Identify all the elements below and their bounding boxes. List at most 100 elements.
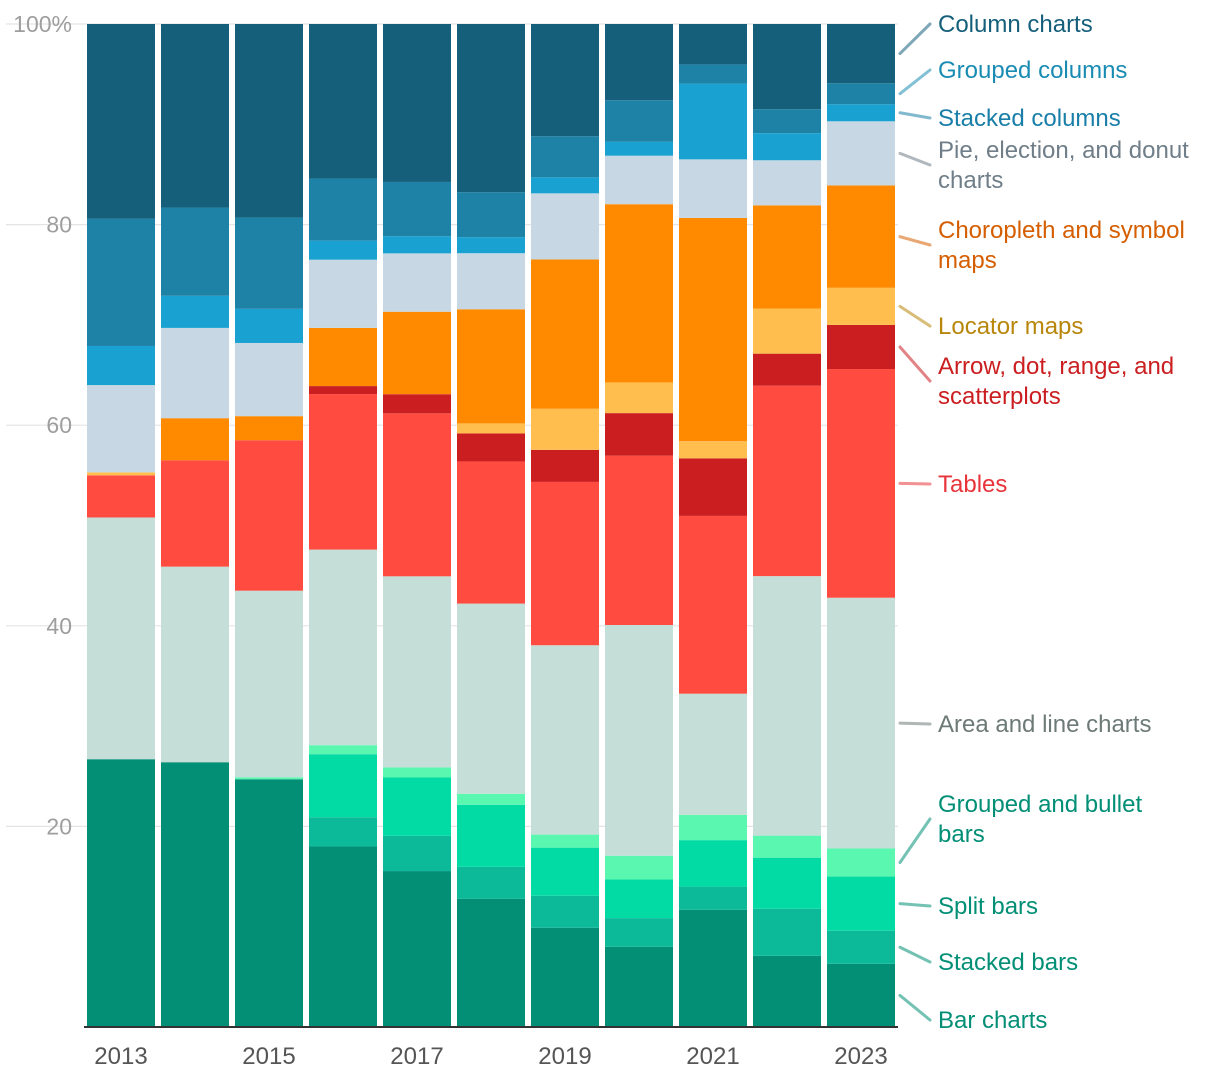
bar-segment bbox=[457, 804, 525, 867]
bar-segment bbox=[383, 236, 451, 254]
legend-leader-line bbox=[898, 902, 932, 908]
legend-label: Tables bbox=[938, 471, 1007, 498]
bar-segment bbox=[679, 24, 747, 65]
bar-segment bbox=[605, 155, 673, 205]
bar-segment bbox=[753, 908, 821, 956]
bar-segment bbox=[309, 745, 377, 755]
bar-segment bbox=[235, 416, 303, 441]
x-tick-label: 2021 bbox=[686, 1043, 739, 1070]
bar-segment bbox=[827, 369, 895, 598]
bar-segment bbox=[161, 762, 229, 1027]
x-tick-label: 2015 bbox=[242, 1043, 295, 1070]
bar-segment bbox=[457, 793, 525, 805]
bar-segment bbox=[531, 177, 599, 194]
bar-segment bbox=[87, 759, 155, 1027]
bar-segment bbox=[605, 100, 673, 142]
bar-segment bbox=[457, 237, 525, 254]
x-tick-label: 2019 bbox=[538, 1043, 591, 1070]
bar-segment bbox=[605, 879, 673, 919]
bar-segment bbox=[531, 259, 599, 409]
bar-segment bbox=[457, 423, 525, 434]
bar-segment bbox=[383, 24, 451, 182]
bar-segment bbox=[457, 309, 525, 424]
bar-segment bbox=[753, 205, 821, 309]
bar-segment bbox=[309, 754, 377, 818]
bar-segment bbox=[827, 83, 895, 105]
bar-segment bbox=[87, 517, 155, 760]
bar-segment bbox=[309, 549, 377, 746]
legend-label: Stacked bars bbox=[938, 949, 1078, 976]
legend-label: Bar charts bbox=[938, 1007, 1047, 1034]
legend-label: Pie, election, and donut bbox=[938, 137, 1189, 164]
bar-segment bbox=[827, 121, 895, 186]
bar-segment bbox=[531, 927, 599, 1027]
bar-segment bbox=[827, 287, 895, 325]
bar-segment bbox=[753, 576, 821, 836]
bar-segment bbox=[827, 324, 895, 370]
bar-segment bbox=[383, 311, 451, 395]
bar-segment bbox=[161, 295, 229, 328]
bar-segment bbox=[827, 876, 895, 931]
legend-label: Locator maps bbox=[938, 313, 1083, 340]
bar-segment bbox=[235, 24, 303, 218]
bar-segment bbox=[161, 24, 229, 208]
legend-leader-line bbox=[898, 345, 932, 383]
bar-segment bbox=[383, 413, 451, 577]
bar-segment bbox=[235, 590, 303, 778]
bar-segment bbox=[753, 160, 821, 206]
bar-segment bbox=[457, 433, 525, 462]
legend-leader-line bbox=[898, 111, 932, 120]
bar-segment bbox=[605, 918, 673, 947]
legend-leader-line bbox=[898, 304, 932, 328]
bar-segment bbox=[457, 24, 525, 193]
bar-segment bbox=[679, 64, 747, 84]
bar-segment bbox=[679, 441, 747, 459]
bar-segment bbox=[235, 779, 303, 1027]
legend-label: maps bbox=[938, 247, 997, 274]
legend-leader-line bbox=[898, 817, 932, 865]
bar-segment bbox=[309, 24, 377, 179]
bar-segment bbox=[679, 886, 747, 910]
bar-segment bbox=[531, 408, 599, 450]
bar-segment bbox=[235, 217, 303, 309]
bar-segment bbox=[679, 83, 747, 160]
legend-label: Grouped columns bbox=[938, 57, 1127, 84]
bar-segment bbox=[309, 394, 377, 550]
bar-segment bbox=[531, 834, 599, 848]
bar-segment bbox=[161, 207, 229, 296]
bar-segment bbox=[309, 178, 377, 241]
legend-leader-line bbox=[898, 151, 932, 167]
bar-segment bbox=[753, 24, 821, 110]
legend-leader-line bbox=[898, 235, 932, 247]
legend-label: Column charts bbox=[938, 11, 1093, 38]
bar-segment bbox=[679, 693, 747, 815]
bar-segment bbox=[679, 515, 747, 694]
bar-segment bbox=[235, 342, 303, 417]
legend-label: bars bbox=[938, 821, 985, 848]
bar-segment bbox=[753, 308, 821, 354]
bar-segment bbox=[605, 855, 673, 880]
bar-segment bbox=[531, 136, 599, 178]
y-tick-label: 20 bbox=[46, 813, 72, 839]
bar-segment bbox=[827, 185, 895, 288]
bar-segment bbox=[679, 458, 747, 516]
legend-label: Split bars bbox=[938, 893, 1038, 920]
bar-segment bbox=[753, 955, 821, 1027]
legend: Bar charts Stacked bars Split bars Grouped … bbox=[898, 11, 1189, 1034]
bar-segment bbox=[87, 472, 155, 476]
bar-segment bbox=[679, 814, 747, 841]
bar-segment bbox=[383, 576, 451, 768]
bar-segment bbox=[309, 817, 377, 847]
bar-segment bbox=[827, 848, 895, 877]
bars bbox=[87, 24, 895, 1027]
bar-segment bbox=[87, 218, 155, 346]
bar-segment bbox=[531, 193, 599, 260]
legend-leader-line bbox=[898, 22, 932, 56]
x-tick-label: 2013 bbox=[94, 1043, 147, 1070]
bar-segment bbox=[383, 767, 451, 778]
legend-label: scatterplots bbox=[938, 383, 1061, 410]
bar-segment bbox=[679, 909, 747, 1027]
bar-segment bbox=[87, 475, 155, 518]
bar-segment bbox=[457, 253, 525, 310]
